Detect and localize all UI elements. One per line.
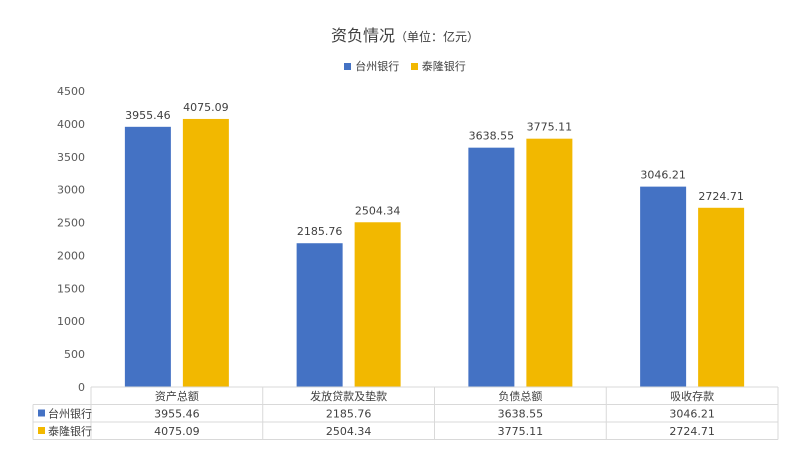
data-label: 4075.09: [183, 101, 229, 114]
table-cell: 2185.76: [326, 408, 372, 421]
chart-title-unit: （单位：亿元）: [395, 30, 480, 44]
bar: [698, 207, 745, 387]
bar: [296, 243, 343, 387]
table-cell: 3955.46: [154, 408, 200, 421]
chart-title-main: 资负情况: [330, 26, 395, 45]
table-legend-key: [38, 409, 45, 417]
data-label: 3638.55: [469, 130, 515, 143]
table-cell: 3775.11: [498, 425, 544, 438]
table-series-name: 台州银行: [48, 407, 92, 421]
x-tick-label: 负债总额: [498, 389, 542, 403]
table-series-name: 泰隆银行: [48, 424, 92, 438]
data-label: 2724.71: [698, 190, 744, 203]
table-cell: 2504.34: [326, 425, 372, 438]
y-tick-label: 4500: [57, 85, 85, 98]
x-tick-label: 发放贷款及垫款: [310, 389, 387, 403]
legend-label: 泰隆银行: [421, 60, 466, 73]
data-label: 3046.21: [640, 169, 686, 182]
data-label: 3775.11: [527, 121, 573, 134]
chart-title: 资负情况（单位：亿元）: [0, 22, 810, 46]
chart-legend: 台州银行 泰隆银行: [0, 58, 810, 74]
y-tick-label: 3500: [57, 151, 85, 164]
y-tick-label: 500: [64, 348, 85, 361]
y-tick-label: 3000: [57, 184, 85, 197]
legend-swatch: [410, 63, 418, 70]
x-tick-label: 吸收存款: [670, 389, 714, 403]
y-tick-label: 0: [78, 381, 85, 394]
bar: [468, 147, 515, 387]
bar: [526, 138, 573, 387]
legend-swatch: [344, 63, 352, 70]
bar: [354, 222, 401, 387]
bar: [124, 126, 171, 387]
y-tick-label: 2500: [57, 217, 85, 230]
bar: [640, 186, 687, 387]
table-cell: 3046.21: [669, 408, 715, 421]
bar: [182, 118, 229, 387]
y-tick-label: 1500: [57, 282, 85, 295]
y-tick-label: 1000: [57, 315, 85, 328]
data-label: 2185.76: [297, 225, 343, 238]
y-tick-label: 4000: [57, 118, 85, 131]
table-legend-key: [38, 427, 45, 434]
data-label: 2504.34: [355, 204, 401, 217]
table-cell: 4075.09: [154, 425, 200, 438]
y-tick-label: 2000: [57, 249, 85, 262]
legend-item-series-1: 台州银行: [344, 58, 399, 74]
x-tick-label: 资产总额: [155, 389, 199, 403]
data-label: 3955.46: [125, 109, 171, 122]
legend-label: 台州银行: [355, 60, 400, 73]
table-cell: 3638.55: [498, 408, 544, 421]
legend-item-series-2: 泰隆银行: [410, 58, 466, 74]
table-cell: 2724.71: [669, 425, 715, 438]
